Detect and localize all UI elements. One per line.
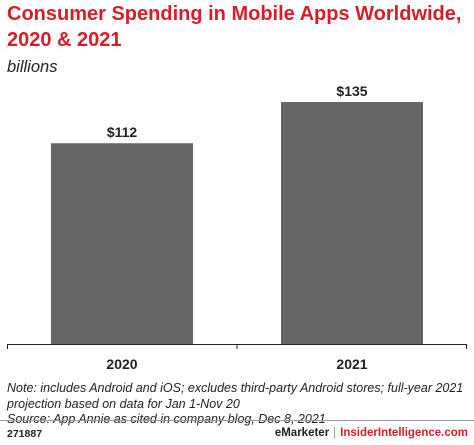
source-line: Source: App Annie as cited in company bl… (7, 412, 326, 426)
footer-separator: | (333, 427, 337, 439)
chart-subtitle: billions (7, 58, 58, 76)
chart-title: Consumer Spending in Mobile Apps Worldwi… (7, 3, 462, 51)
data-label-2021: $135 (336, 83, 367, 99)
x-tick-label-2021: 2021 (336, 356, 367, 372)
emarketer-logo-text: eMarketer (274, 427, 330, 439)
footer-brand: eMarketer | InsiderIntelligence.com (275, 427, 468, 439)
insider-intelligence-logo-text: InsiderIntelligence.com (340, 427, 468, 439)
bar-2021 (281, 102, 423, 344)
note-line-2: projection based on data for Jan 1-Nov 2… (7, 396, 240, 411)
footer-divider (0, 420, 474, 421)
bar-2020 (51, 143, 193, 344)
note-line-1: Note: includes Android and iOS; excludes… (7, 381, 464, 395)
data-label-2020: $112 (107, 124, 138, 140)
x-tick-label-2020: 2020 (106, 356, 137, 372)
chart-id: 271887 (7, 428, 43, 440)
chart-notes: Note: includes Android and iOS; excludes… (7, 381, 469, 428)
